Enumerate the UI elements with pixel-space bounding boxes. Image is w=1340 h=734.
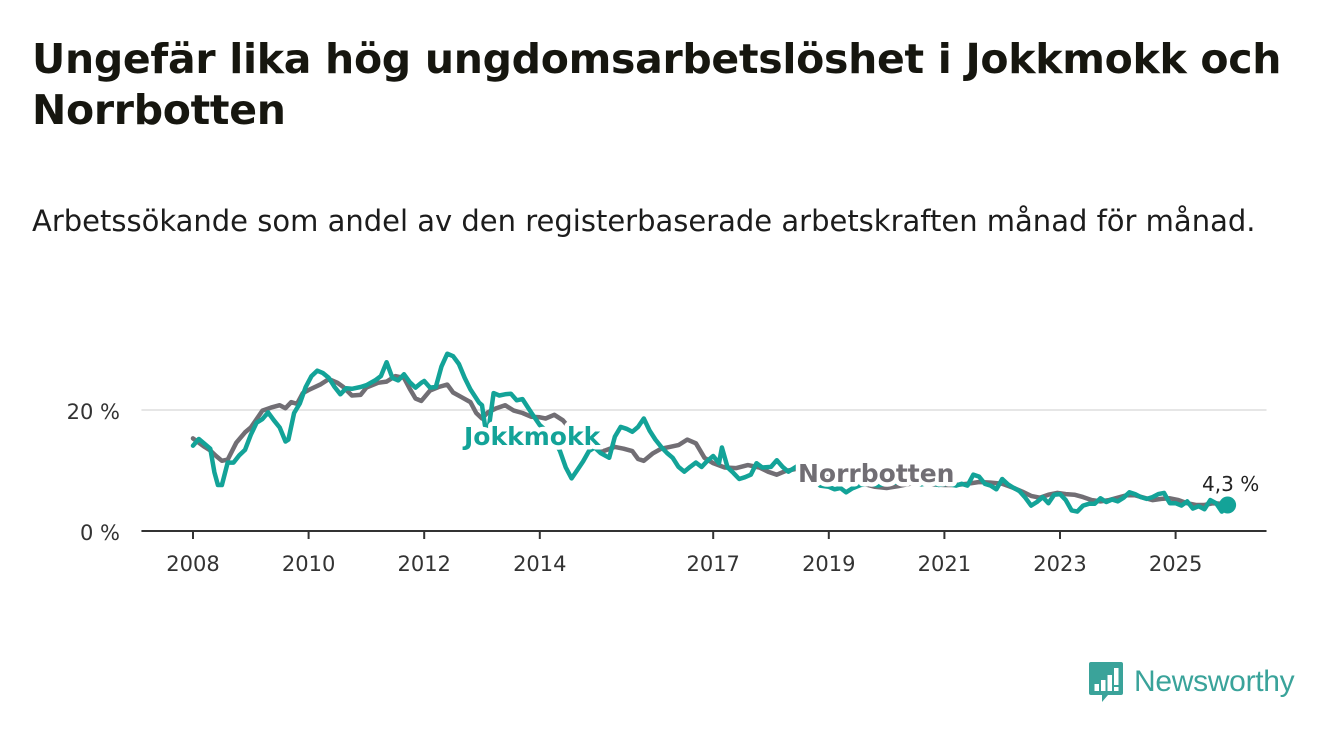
series-label-jokkmokk: Jokkmokk [462, 422, 602, 451]
end-point-marker [1219, 496, 1237, 514]
chart-title: Ungefär lika hög ungdomsarbetslöshet i J… [32, 35, 1282, 134]
axis-layer: 0 % 20 % 2008 2010 2012 2014 2017 2019 2021 2023 2… [67, 400, 1267, 576]
chart-subtitle: Arbetssökande som andel av den registerb… [32, 204, 1256, 238]
series-line-jokkmokk [190, 351, 1230, 514]
label-layer: Jokkmokk Norrbotten 4,3 % [458, 418, 1263, 499]
x-tick-label: 2014 [513, 552, 566, 576]
x-tick-label: 2025 [1149, 552, 1202, 576]
x-tick-label: 2012 [397, 552, 450, 576]
y-tick-label: 0 % [80, 521, 120, 545]
series-label-norrbotten: Norrbotten [798, 459, 954, 488]
x-tick-label: 2019 [802, 552, 855, 576]
series-layer [190, 351, 1237, 514]
x-tick-label: 2008 [166, 552, 219, 576]
newsworthy-chart-bubble-icon [1089, 662, 1123, 702]
x-tick-label: 2023 [1033, 552, 1086, 576]
x-tick-label: 2017 [686, 552, 739, 576]
brand-logo: Newsworthy [1088, 660, 1295, 704]
brand-name: Newsworthy [1134, 665, 1295, 698]
y-tick-label: 20 % [67, 400, 120, 424]
end-value-label: 4,3 % [1202, 472, 1259, 496]
x-tick-label: 2010 [282, 552, 335, 576]
series-line-norrbotten [190, 373, 1230, 508]
x-tick-label: 2021 [918, 552, 971, 576]
